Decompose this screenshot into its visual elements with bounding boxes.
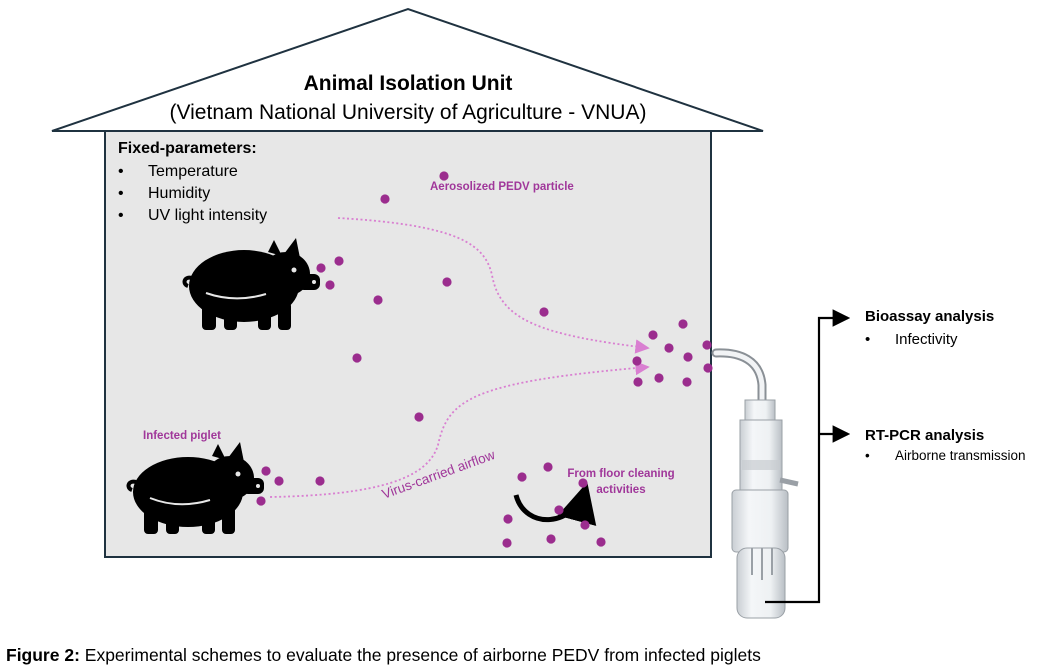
aerosol-particle (442, 277, 452, 287)
aerosol-particle (682, 377, 692, 387)
aerosol-particle (543, 462, 553, 472)
infected-piglet-label: Infected piglet (143, 430, 221, 442)
aerosol-particle (316, 263, 326, 273)
aerosol-particle (315, 476, 325, 486)
aerosol-particle (439, 171, 449, 181)
aerosol-particle (678, 319, 688, 329)
aerosol-particle (596, 537, 606, 547)
airflow-path-lower (269, 360, 650, 498)
aerosol-particle (654, 373, 664, 383)
airflow-path-upper (337, 217, 650, 354)
aerosol-particle (380, 194, 390, 204)
fixed-parameters-heading: Fixed-parameters: (118, 140, 257, 157)
aerosol-particle (580, 520, 590, 530)
aerosol-particle (352, 353, 362, 363)
aerosol-particles (256, 171, 713, 548)
aerosol-particle (648, 330, 658, 340)
aerosol-particle (414, 412, 424, 422)
house-title: Animal Isolation Unit (303, 72, 513, 95)
aerosol-particle (683, 352, 693, 362)
aerosol-particle (703, 363, 713, 373)
floor-cleaning-arrow (513, 482, 597, 526)
aerosol-particle (261, 466, 271, 476)
aerosol-particle (539, 307, 549, 317)
rtpcr-heading: RT-PCR analysis (865, 427, 985, 444)
param-item: • Humidity (118, 185, 211, 202)
aerosol-particle (502, 538, 512, 548)
aerosol-particle (373, 295, 383, 305)
bioassay-item: • Infectivity (865, 331, 958, 348)
aerosol-particle (546, 534, 556, 544)
aerosol-particle (503, 514, 513, 524)
biosampler-icon (711, 348, 799, 619)
pig-silhouette-upper (182, 238, 320, 330)
aerosol-particle (664, 343, 674, 353)
aerosol-particle (554, 505, 564, 515)
bioassay-heading: Bioassay analysis (865, 308, 995, 325)
floor-cleaning-label: From floor cleaning activities (567, 468, 675, 496)
param-item: • UV light intensity (118, 207, 268, 224)
aerosol-particle (702, 340, 712, 350)
rtpcr-item: • Airborne transmission (865, 448, 1026, 463)
isolation-room (104, 130, 712, 558)
aerosol-label: Aerosolized PEDV particle (430, 181, 574, 193)
aerosol-particle (632, 356, 642, 366)
aerosol-particle (334, 256, 344, 266)
pig-silhouette-lower (126, 442, 264, 534)
output-connector (765, 309, 851, 604)
figure-caption: Figure 2: Experimental schemes to evalua… (6, 645, 761, 665)
param-item: • Temperature (118, 163, 238, 180)
aerosol-particle (633, 377, 643, 387)
aerosol-particle (325, 280, 335, 290)
aerosol-particle (578, 478, 588, 488)
house-subtitle: (Vietnam National University of Agricult… (169, 101, 647, 124)
aerosol-particle (256, 496, 266, 506)
aerosol-particle (274, 476, 284, 486)
aerosol-particle (517, 472, 527, 482)
